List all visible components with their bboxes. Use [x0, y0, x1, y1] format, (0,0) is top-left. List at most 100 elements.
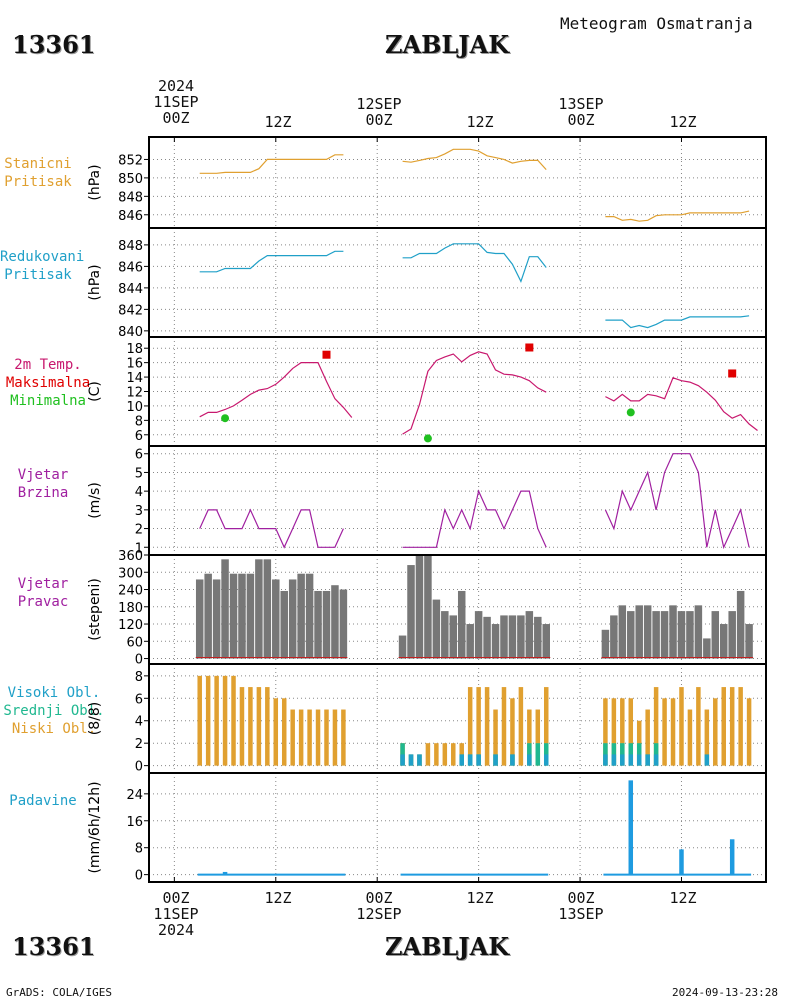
data-bar [603, 698, 608, 766]
panel-wind-speed: 1 2 3 4 5 6 (m/s) [87, 445, 767, 556]
max-temp-marker [728, 369, 737, 378]
footer-station-id: 13361 [12, 932, 96, 961]
y-tick-label: 844 [118, 282, 143, 297]
data-bar [493, 709, 498, 766]
data-bar [620, 754, 625, 766]
series-line [199, 453, 750, 550]
data-bar [398, 635, 407, 659]
data-bar [738, 687, 743, 766]
data-bar [400, 754, 405, 766]
data-bar [601, 629, 610, 659]
top-time-label: 12SEP 00Z [356, 95, 402, 129]
data-bar [645, 709, 650, 766]
y-tick-label: 12 [126, 386, 143, 401]
data-bar [696, 687, 701, 766]
data-bar [653, 754, 659, 766]
panel-reduced-pressure: 840 842 844 846 848 (hPa) [87, 227, 767, 340]
y-tick-label: 1 [135, 541, 143, 556]
data-bar [246, 573, 255, 659]
data-bar [297, 573, 305, 659]
data-bar [729, 687, 735, 766]
data-bar [442, 743, 448, 766]
data-bar [704, 709, 710, 766]
y-tick-label: 848 [118, 190, 143, 205]
data-bar [628, 780, 634, 875]
y-tick-label: 840 [118, 325, 143, 340]
top-time-label: 12Z [669, 113, 697, 131]
data-bar [229, 573, 238, 659]
data-bar [603, 754, 608, 766]
y-tick-label: 846 [118, 260, 143, 275]
data-bar [288, 579, 297, 659]
data-bar [610, 615, 618, 659]
data-bar [281, 698, 287, 766]
data-bar [265, 687, 270, 766]
bottom-time-label: 12Z [264, 889, 292, 907]
data-bar [510, 698, 515, 766]
y-axis-title: (stepeni) [87, 578, 103, 641]
panel-station-pressure: 846 848 850 852 (hPa) [87, 136, 767, 229]
y-tick-label: 4 [135, 485, 143, 500]
data-bar [628, 698, 634, 766]
y-tick-label: 6 [135, 692, 143, 707]
panel-wind-direction: 0 60 120 180 240 300 360 (stepeni) [87, 549, 767, 668]
footer-station-name: ZABLJAK [385, 932, 510, 961]
data-bar [256, 687, 262, 766]
y-tick-label: 3 [135, 504, 143, 519]
data-bar [517, 615, 525, 659]
data-bar [645, 754, 650, 766]
data-bar [635, 605, 643, 659]
data-bar [729, 839, 735, 875]
y-axis-title: (hPa) [87, 264, 103, 300]
y-tick-label: 2 [135, 737, 143, 752]
y-tick-label: 16 [126, 357, 143, 372]
station-id: 13361 [12, 30, 96, 59]
y-tick-label: 852 [118, 153, 143, 168]
data-bar [407, 565, 415, 659]
series-line [199, 351, 758, 435]
data-bar [620, 698, 625, 766]
data-bar [493, 754, 498, 766]
panel-label-cloud-cover: Visoki Obl. Srednji Obl. Niski Obl. [3, 685, 105, 737]
data-bar [721, 687, 726, 766]
panel-label-reduced-pressure: Redukovani Pritisak [0, 249, 85, 283]
data-bar [627, 611, 635, 659]
y-tick-label: 60 [126, 635, 143, 650]
bottom-time-label: 12Z [669, 889, 697, 907]
data-bar [679, 849, 684, 875]
y-tick-label: 8 [135, 670, 143, 685]
panel-frame [148, 772, 767, 883]
data-bar [510, 754, 515, 766]
y-tick-label: 4 [135, 715, 143, 730]
max-temp-marker [525, 343, 534, 352]
bottom-time-label: 00Z 11SEP 2024 [153, 889, 199, 939]
data-bar [339, 589, 348, 659]
y-axis-title: (8/8) [87, 702, 103, 735]
data-bar [434, 743, 439, 766]
series-line [199, 148, 750, 222]
data-bar [746, 698, 752, 766]
y-tick-label: 850 [118, 172, 143, 187]
data-bar [315, 709, 321, 766]
data-bar [298, 709, 304, 766]
y-tick-label: 240 [118, 584, 143, 599]
data-bar [525, 611, 534, 659]
data-bar [745, 624, 753, 659]
data-bar [221, 559, 229, 659]
data-bar [222, 675, 228, 766]
data-bar [272, 579, 280, 659]
y-tick-label: 0 [135, 869, 143, 884]
data-bar [467, 687, 473, 766]
data-bar [677, 611, 686, 659]
data-bar [483, 616, 491, 659]
y-tick-label: 0 [135, 653, 143, 668]
data-bar [205, 675, 211, 766]
data-bar [417, 754, 422, 766]
data-bar [636, 754, 642, 766]
data-bar [248, 687, 253, 766]
panel-label-wind-direction: Vjetar Pravac [17, 576, 69, 610]
y-tick-label: 0 [135, 760, 143, 775]
y-tick-label: 16 [126, 815, 143, 830]
data-bar [214, 675, 219, 766]
